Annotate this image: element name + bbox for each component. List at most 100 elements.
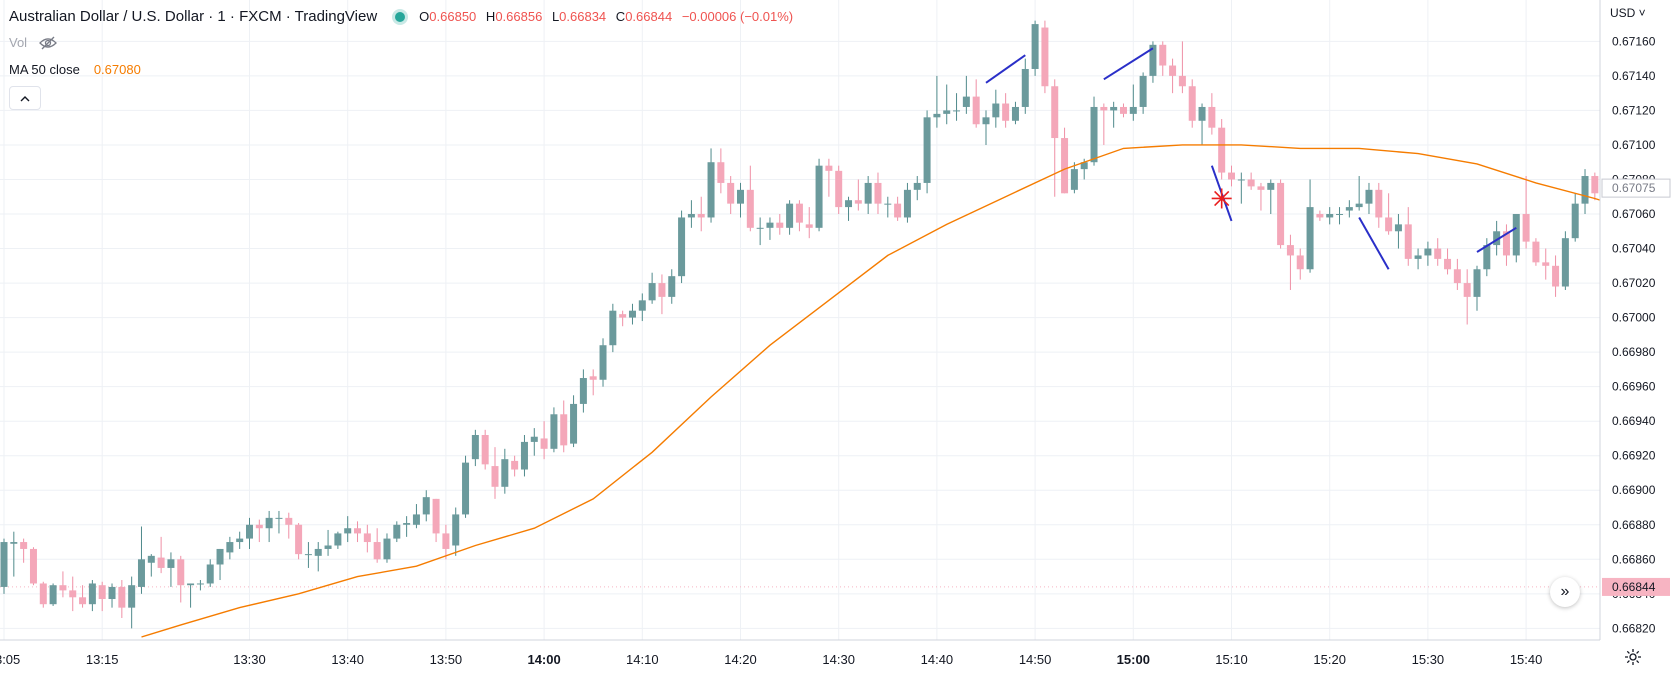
candle-up <box>599 345 607 380</box>
close-label: C <box>615 9 626 24</box>
candle-up <box>108 586 116 600</box>
candle-up <box>638 300 646 311</box>
candle-up <box>884 203 892 205</box>
volume-indicator[interactable]: Vol <box>9 35 57 50</box>
collapse-legend-button[interactable] <box>9 86 41 110</box>
candle-up <box>393 524 401 539</box>
candle-up <box>1483 245 1491 270</box>
price-tick-label: 0.66960 <box>1612 380 1656 394</box>
candle-down <box>1228 172 1235 180</box>
candle-up <box>1493 231 1501 246</box>
price-axis-background <box>1600 0 1673 677</box>
candle-up <box>412 514 420 525</box>
candle-down <box>854 200 862 204</box>
candle-down <box>1444 258 1452 270</box>
ma-price-label: 0.67075 <box>1612 181 1656 195</box>
candle-up <box>1070 169 1078 190</box>
candle-down <box>285 517 293 525</box>
candle-down <box>39 583 47 605</box>
eye-hidden-icon[interactable] <box>39 36 57 50</box>
symbol-title[interactable]: Australian Dollar / U.S. Dollar · 1 · FX… <box>9 8 378 25</box>
price-tick-label: 0.67120 <box>1612 103 1656 117</box>
candle-up <box>1414 255 1422 259</box>
time-tick-label: 15:40 <box>1510 652 1543 667</box>
candle-up <box>903 189 911 218</box>
trend-line-drawing <box>1103 47 1154 81</box>
time-axis-background <box>0 640 1600 677</box>
double-chevron-right-icon: » <box>1560 583 1570 600</box>
candle-up <box>766 222 774 228</box>
gear-icon[interactable] <box>1624 648 1642 666</box>
chart-legend: Australian Dollar / U.S. Dollar · 1 · FX… <box>9 8 793 25</box>
candle-up <box>923 117 931 183</box>
candle-down <box>98 585 106 600</box>
candle-down <box>1542 262 1550 266</box>
candle-up <box>403 523 411 525</box>
candle-down <box>1051 86 1059 139</box>
candle-up <box>236 538 244 543</box>
candle-up <box>49 585 57 605</box>
time-tick-label: 14:50 <box>1019 652 1052 667</box>
candle-down <box>1552 265 1560 287</box>
candle-up <box>962 96 970 107</box>
candle-down <box>795 203 803 223</box>
candle-up <box>344 528 352 534</box>
time-tick-label: 15:10 <box>1215 652 1248 667</box>
candle-up <box>1581 176 1589 204</box>
ma-indicator-legend[interactable]: MA 50 close 0.67080 <box>9 62 141 77</box>
market-open-icon <box>395 11 406 22</box>
candle-down <box>442 533 450 549</box>
candle-down <box>1502 231 1510 256</box>
candle-up <box>324 545 332 549</box>
candle-up <box>1394 224 1402 232</box>
candle-up <box>628 310 636 318</box>
candle-up <box>452 514 460 546</box>
price-tick-label: 0.66940 <box>1612 414 1656 428</box>
candle-down <box>1385 217 1393 232</box>
candle-down <box>1434 248 1442 259</box>
currency-dropdown[interactable]: USD ˅ <box>1610 6 1646 20</box>
candle-down <box>373 542 381 560</box>
candle-up <box>275 517 283 519</box>
candle-up <box>137 559 145 587</box>
candle-up <box>334 533 342 546</box>
candle-up <box>1365 189 1373 204</box>
candle-up <box>1090 106 1098 163</box>
candle-up <box>1267 182 1275 190</box>
time-tick-label: 14:00 <box>527 652 560 667</box>
candle-down <box>1532 241 1540 263</box>
candle-up <box>471 435 479 460</box>
price-tick-label: 0.66920 <box>1612 449 1656 463</box>
candle-down <box>1522 214 1530 242</box>
candle-up <box>216 548 224 565</box>
candle-up <box>1424 248 1432 256</box>
ma-price-box <box>1601 178 1671 198</box>
candle-down <box>1453 269 1461 284</box>
candle-up <box>1336 214 1344 216</box>
candle-up <box>609 310 617 346</box>
candle-up <box>687 214 695 218</box>
candle-down <box>79 597 87 605</box>
candle-down <box>295 524 303 555</box>
candle-down <box>1218 127 1226 173</box>
candle-up <box>1237 179 1245 181</box>
scroll-to-realtime-button[interactable]: » <box>1550 577 1580 607</box>
candle-up <box>786 203 794 228</box>
time-tick-label: 14:30 <box>822 652 855 667</box>
candle-up <box>550 414 558 449</box>
candle-down <box>1208 106 1216 128</box>
candle-down <box>1041 27 1049 87</box>
time-tick-label: 15:30 <box>1412 652 1445 667</box>
high-label: H <box>485 9 496 24</box>
candle-down <box>560 414 568 446</box>
time-tick-label: 13:40 <box>331 652 364 667</box>
candle-up <box>1571 203 1579 239</box>
candle-down <box>972 96 980 125</box>
candle-down <box>776 222 784 228</box>
candle-up <box>462 462 470 515</box>
candle-down <box>1316 214 1324 218</box>
candle-up <box>1345 207 1353 211</box>
close-value: 0.66844 <box>625 9 673 24</box>
candle-up <box>246 524 253 539</box>
